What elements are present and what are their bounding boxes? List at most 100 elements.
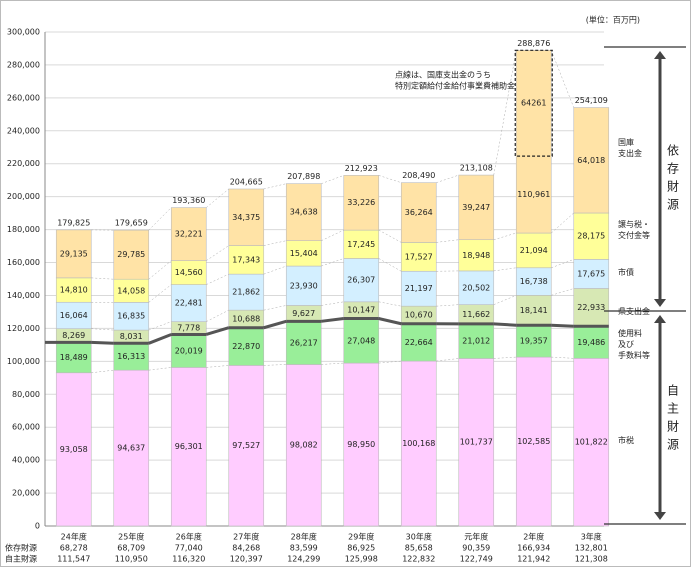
bar-segment — [515, 232, 552, 269]
total-label: 212,923 — [345, 164, 378, 173]
segment-label: 26,217 — [290, 338, 318, 347]
dependent-value: 68,709 — [117, 544, 145, 553]
dependent-value: 166,934 — [517, 544, 550, 553]
connector — [551, 50, 574, 108]
highlight-box — [514, 49, 553, 157]
own-line-connector — [493, 322, 517, 327]
bar-segment — [113, 369, 150, 527]
connector — [91, 277, 114, 280]
bar-segment — [573, 107, 610, 214]
bar-segment — [285, 240, 322, 267]
connector — [436, 358, 459, 362]
own-line-connector — [91, 340, 114, 345]
segment-label: 11,662 — [462, 310, 490, 319]
total-label: 207,898 — [287, 172, 320, 181]
bar-segment — [228, 245, 265, 275]
total-label: 179,825 — [57, 218, 90, 227]
connector — [493, 295, 517, 305]
bar-segment — [573, 288, 610, 327]
connector — [493, 267, 517, 272]
connector — [551, 259, 574, 269]
total-label: 204,665 — [230, 177, 263, 186]
series-label: 使用料及び手数料等 — [618, 328, 650, 360]
connector — [148, 260, 172, 280]
segment-label: 16,835 — [117, 312, 145, 321]
bar-segment — [400, 242, 437, 272]
x-tick-label: 3年度 — [581, 532, 602, 542]
segment-label: 98,950 — [347, 440, 375, 449]
connector — [321, 301, 344, 306]
bar-segment — [170, 284, 207, 322]
x-tick-label: 26年度 — [176, 532, 202, 542]
segment-label: 8,269 — [62, 331, 85, 340]
bar-segment — [400, 182, 437, 243]
segment-label: 21,012 — [462, 337, 490, 346]
connector — [263, 240, 287, 246]
connector — [206, 309, 229, 322]
bar-segment — [113, 302, 150, 331]
unit-label: (単位：百万円) — [586, 15, 640, 25]
y-tick-label: 280,000 — [7, 60, 40, 69]
segment-label: 14,560 — [175, 268, 203, 277]
y-tick-label: 60,000 — [12, 423, 40, 432]
segment-label: 29,785 — [117, 250, 145, 259]
segment-label: 8,031 — [120, 332, 143, 341]
segment-label: 10,147 — [347, 306, 375, 315]
segment-label: 29,135 — [60, 249, 88, 258]
x-tick-label: 2年度 — [523, 532, 544, 542]
y-tick-label: 260,000 — [7, 93, 40, 102]
connector — [493, 232, 517, 240]
bar-segment — [55, 301, 92, 330]
bar-segment — [170, 207, 207, 261]
bar-segment — [285, 265, 322, 306]
x-tick-label: 28年度 — [291, 532, 317, 542]
segment-label: 64,018 — [577, 156, 605, 165]
connector — [493, 356, 517, 359]
bar-segment — [228, 327, 265, 366]
y-tick-label: 220,000 — [7, 159, 40, 168]
own-value: 116,320 — [172, 555, 205, 564]
own-value: 121,942 — [517, 555, 550, 564]
connector — [206, 245, 229, 261]
segment-label: 18,141 — [520, 306, 548, 315]
connector — [206, 188, 229, 208]
bar-segment — [55, 342, 92, 374]
total-label: 193,360 — [172, 196, 205, 205]
bar-segment — [343, 258, 380, 303]
total-label: 179,659 — [115, 219, 148, 228]
own-value: 111,547 — [57, 555, 90, 564]
connector — [91, 328, 114, 331]
connector — [263, 183, 287, 190]
y-tick-label: 140,000 — [7, 291, 40, 300]
own-line-connector — [205, 326, 230, 336]
bar-segment — [515, 356, 552, 527]
dependent-value: 132,801 — [575, 544, 608, 553]
bar-segment — [573, 212, 610, 260]
own-line-connector — [148, 333, 172, 345]
x-tick-label: 元年度 — [464, 532, 488, 542]
own-value: 110,950 — [115, 555, 148, 564]
bar-segment — [170, 334, 207, 368]
segment-label: 32,221 — [175, 230, 203, 239]
bar-segment — [343, 318, 380, 364]
series-label: 市税 — [618, 435, 634, 445]
y-tick-label: 200,000 — [7, 192, 40, 201]
segment-label: 28,175 — [577, 232, 605, 241]
segment-label: 20,502 — [462, 283, 490, 292]
own-value: 122,749 — [460, 555, 493, 564]
own-value: 125,998 — [345, 555, 378, 564]
bar-segment — [515, 324, 552, 358]
segment-label: 18,948 — [462, 251, 490, 260]
connector — [263, 305, 287, 311]
dependent-value: 84,268 — [232, 544, 260, 553]
dependent-bracket-label: 依存財源 — [666, 143, 680, 216]
y-tick-label: 80,000 — [12, 390, 40, 399]
segment-label: 22,870 — [232, 342, 260, 351]
segment-label: 33,226 — [347, 198, 375, 207]
bar-segment — [573, 325, 610, 359]
segment-label: 96,301 — [175, 442, 203, 451]
series-label: 譲与税・交付金等 — [618, 219, 650, 240]
segment-label: 98,082 — [290, 441, 318, 450]
note: 特別定額給付金給付事業費補助金 — [395, 81, 515, 91]
segment-label: 101,737 — [460, 438, 493, 447]
